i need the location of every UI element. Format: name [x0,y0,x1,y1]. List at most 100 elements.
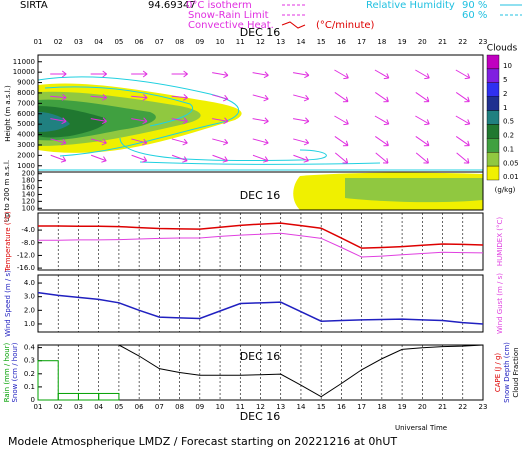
cloud-field [37,76,483,210]
arrow-part [464,101,470,103]
arrow-part [212,94,228,100]
arrow-part [143,93,148,99]
arrow-part [212,154,228,162]
wind-arrow [375,152,389,164]
wind-arrow [212,117,229,125]
y-tick-label: 160 [22,184,35,192]
arrow-part [50,154,66,162]
arrow-part [263,142,269,146]
arrow-part [62,138,67,144]
arrow-part [224,117,229,122]
arrow-part [252,138,269,144]
date-label: DEC 16 [240,350,281,363]
arrow-part [131,138,147,144]
arrow-part [61,73,67,78]
x-tick-label: 13 [276,403,285,411]
wind-arrow [212,138,229,146]
x-tick-label: 13 [276,38,285,46]
y2-axis-title: HUMIDEX (°C) [496,217,504,266]
x-tick-label: 04 [94,38,103,46]
arrow-part [334,69,349,79]
arrow-part [61,142,67,146]
arrow-part [343,123,349,126]
y-tick-label: 100 [22,204,35,212]
arrow-part [131,154,147,162]
x-tick-label: 22 [458,403,467,411]
arrow-part [142,142,148,146]
x-tick-label: 06 [135,38,144,46]
arrow-part [222,142,228,146]
y-tick-label: 5000 [17,120,35,128]
y-tick-label: 0.4 [24,344,36,352]
arrow-part [143,156,148,162]
wind-arrow [455,69,471,80]
colorbar-label: 1 [503,104,507,112]
arrow-part [467,73,471,79]
wind-arrow [212,154,228,163]
colorbar-cell [486,82,500,97]
arrow-part [252,118,269,122]
wind-arrow [374,115,390,126]
date-label: DEC 16 [240,189,281,202]
colorbar-label: 10 [503,62,512,70]
colorbar-cell [486,54,500,70]
arrow-part [263,160,269,163]
rain-bar [37,360,59,401]
wind-arrow [171,93,188,101]
arrow-part [50,138,67,144]
colorbar-label: 0.5 [503,118,514,126]
colorbar-unit: (g/kg) [495,186,516,194]
wind-arrow [456,152,470,164]
arrow-part [305,117,310,122]
arrow-part [62,156,67,162]
arrow-part [345,158,349,164]
arrow-part [62,117,67,122]
arrow-part [426,96,430,102]
x-tick-label: 21 [438,38,447,46]
arrow-part [102,73,107,78]
colorbar-label: 2 [503,90,507,98]
arrow-part [143,138,148,144]
wind-arrow [90,138,107,146]
y-tick-label: 11000 [13,58,35,66]
arrow-part [50,95,67,99]
wind-arrow [50,154,67,163]
arrow-part [142,120,148,125]
arrow-part [183,117,188,122]
wind-arrow [131,70,148,78]
convective-legend: Convective Heat. [188,20,274,31]
wind-arrow [334,69,349,80]
series-line [38,232,484,258]
x-tick-label: 18 [377,403,386,411]
y2-axis-title: Snow Depth (cm) [503,342,511,403]
y-tick-label: 3.0 [24,293,35,301]
arrow-part [182,142,188,146]
x-tick-label: 19 [398,403,407,411]
wind-arrow [375,136,389,147]
x-tick-label: 15 [317,403,326,411]
arrow-part [455,92,470,102]
convective-unit: (°C/minute) [316,20,375,31]
arrow-part [426,73,430,79]
x-tick-label: 15 [317,38,326,46]
y-tick-label: 0.3 [24,357,35,365]
arrow-part [223,120,229,125]
wind-arrow [131,117,148,125]
y-tick-label: 1.0 [24,320,35,328]
arrow-part [183,70,188,75]
arrow-part [90,95,107,99]
x-tick-label: 16 [337,38,346,46]
arrow-part [102,93,107,99]
arrow-part [375,136,389,146]
arrow-part [252,154,269,162]
arrow-part [142,97,148,101]
arrow-part [423,145,429,147]
arrow-part [375,152,389,164]
arrow-part [426,119,430,125]
y2-axis-title: Cloud Fraction [512,347,520,397]
legend-line [281,21,306,29]
isotherm-legend: 0°C isotherm [186,0,252,11]
colorbar-cell [486,138,500,153]
wind-arrow [415,69,430,80]
arrow-part [101,160,107,163]
